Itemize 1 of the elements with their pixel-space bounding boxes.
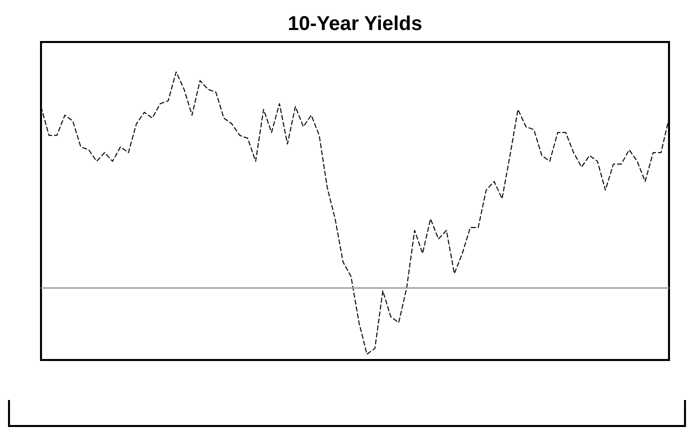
chart-title: 10-Year Yields	[288, 13, 422, 35]
